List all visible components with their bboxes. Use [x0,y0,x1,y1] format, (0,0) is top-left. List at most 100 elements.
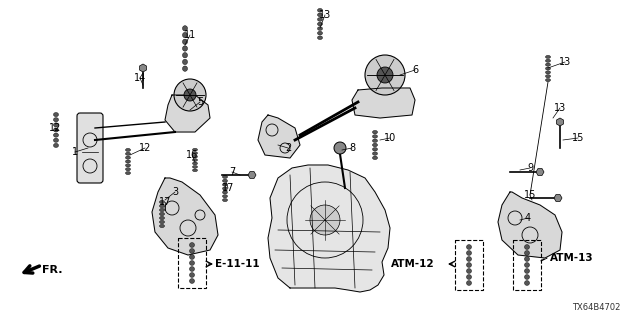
Ellipse shape [223,175,227,179]
Text: 15: 15 [524,190,536,200]
Ellipse shape [54,113,58,116]
Text: 17: 17 [222,183,234,193]
Ellipse shape [317,31,323,35]
Ellipse shape [467,281,472,285]
Ellipse shape [54,128,58,132]
Ellipse shape [159,212,164,216]
Ellipse shape [193,152,198,155]
Ellipse shape [182,59,188,65]
Ellipse shape [525,251,529,255]
Ellipse shape [223,187,227,190]
Ellipse shape [545,63,550,66]
Polygon shape [152,178,218,255]
Ellipse shape [125,148,131,151]
Text: ATM-12: ATM-12 [392,259,435,269]
Ellipse shape [189,273,195,277]
Ellipse shape [223,191,227,194]
Polygon shape [352,88,415,118]
Text: 15: 15 [572,133,584,143]
Ellipse shape [125,152,131,155]
Text: 13: 13 [559,57,571,67]
Ellipse shape [193,169,198,172]
Ellipse shape [545,55,550,59]
Text: FR.: FR. [42,265,63,275]
Text: 4: 4 [525,213,531,223]
Ellipse shape [223,195,227,198]
Bar [178,238,206,288]
Circle shape [365,55,405,95]
Ellipse shape [54,123,58,127]
Text: 9: 9 [527,163,533,173]
Ellipse shape [125,168,131,171]
Circle shape [310,205,340,235]
Ellipse shape [159,224,164,228]
Ellipse shape [317,8,323,12]
Ellipse shape [372,135,378,138]
Ellipse shape [372,139,378,142]
Ellipse shape [159,216,164,220]
Ellipse shape [54,133,58,137]
Circle shape [377,67,393,83]
Ellipse shape [182,52,188,58]
Bar [513,240,541,290]
Ellipse shape [189,279,195,284]
Polygon shape [498,192,562,258]
Text: 2: 2 [285,143,291,153]
Text: 10: 10 [384,133,396,143]
Ellipse shape [525,263,529,268]
Ellipse shape [545,67,550,70]
Ellipse shape [189,267,195,271]
Text: ATM-13: ATM-13 [550,253,594,263]
Ellipse shape [125,172,131,175]
Polygon shape [165,95,210,132]
Circle shape [184,89,196,101]
Text: 7: 7 [229,167,235,177]
Ellipse shape [372,131,378,134]
Text: 12: 12 [139,143,151,153]
Ellipse shape [193,165,198,168]
Circle shape [174,79,206,111]
Ellipse shape [317,18,323,21]
Text: 13: 13 [554,103,566,113]
Text: 12: 12 [49,123,61,133]
Ellipse shape [317,13,323,17]
Ellipse shape [545,75,550,78]
Ellipse shape [193,162,198,165]
Text: 14: 14 [134,73,146,83]
Ellipse shape [525,257,529,261]
Polygon shape [268,165,390,292]
Ellipse shape [125,160,131,163]
Ellipse shape [317,22,323,26]
Ellipse shape [223,183,227,186]
Ellipse shape [317,36,323,40]
Ellipse shape [525,281,529,285]
Text: TX64B4702: TX64B4702 [572,303,620,312]
Ellipse shape [372,152,378,155]
Text: 8: 8 [349,143,355,153]
Ellipse shape [372,148,378,151]
Ellipse shape [125,164,131,167]
Ellipse shape [467,275,472,279]
Ellipse shape [125,156,131,159]
Text: 6: 6 [412,65,418,75]
Ellipse shape [189,249,195,253]
Ellipse shape [525,275,529,279]
Ellipse shape [189,243,195,247]
Ellipse shape [467,244,472,249]
Ellipse shape [182,26,188,31]
Polygon shape [258,115,300,158]
Ellipse shape [545,71,550,74]
Ellipse shape [193,159,198,161]
Ellipse shape [193,148,198,151]
Ellipse shape [159,200,164,204]
Ellipse shape [545,78,550,82]
Ellipse shape [182,46,188,51]
Ellipse shape [182,39,188,44]
Ellipse shape [54,138,58,142]
Ellipse shape [189,255,195,260]
Text: 1: 1 [72,147,78,157]
Ellipse shape [223,179,227,182]
Circle shape [334,142,346,154]
Ellipse shape [159,220,164,224]
Text: 13: 13 [319,10,331,20]
